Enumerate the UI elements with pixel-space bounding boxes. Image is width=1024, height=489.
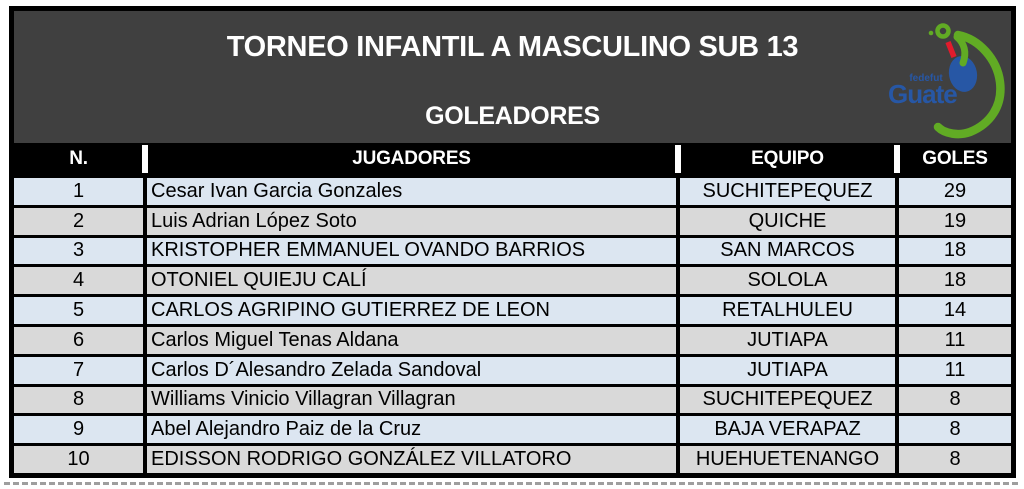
fedefut-guate-logo: fedefut Guate: [887, 14, 1009, 144]
goals-cell: 29: [899, 178, 1011, 205]
rank-cell: 10: [14, 446, 143, 473]
rank-cell: 9: [14, 416, 143, 444]
goals-cell: 18: [899, 237, 1011, 265]
team-cell: RETALHULEU: [680, 297, 895, 324]
team-cell: JUTIAPA: [680, 326, 895, 354]
rank-cell: 4: [14, 267, 143, 295]
goals-cell: 11: [899, 356, 1011, 384]
player-cell: Abel Alejandro Paiz de la Cruz: [147, 416, 676, 444]
logo-head-ring: [935, 23, 951, 39]
logo-dot: [928, 30, 934, 36]
team-cell: BAJA VERAPAZ: [680, 416, 895, 444]
player-cell: EDISSON RODRIGO GONZÁLEZ VILLATORO: [147, 446, 676, 473]
table-subtitle: GOLEADORES: [425, 102, 600, 130]
team-cell: HUEHUETENANGO: [680, 446, 895, 473]
rank-cell: 8: [14, 386, 143, 414]
column-header-n: N.: [14, 143, 143, 175]
goals-cell: 11: [899, 326, 1011, 354]
logo-swoosh-arc: [933, 30, 1005, 139]
goals-cell: 8: [899, 386, 1011, 414]
player-cell: OTONIEL QUIEJU CALÍ: [147, 267, 676, 295]
goals-cell: 18: [899, 267, 1011, 295]
rank-cell: 2: [14, 207, 143, 235]
column-header-players: JUGADORES: [142, 143, 676, 175]
rank-cell: 5: [14, 297, 143, 324]
player-cell: KRISTOPHER EMMANUEL OVANDO BARRIOS: [147, 237, 676, 265]
goals-cell: 8: [899, 416, 1011, 444]
rank-cell: 6: [14, 326, 143, 354]
player-cell: Carlos Miguel Tenas Aldana: [147, 326, 676, 354]
player-cell: Cesar Ivan Garcia Gonzales: [147, 178, 676, 205]
column-header-goals: GOLES: [894, 143, 1011, 175]
rank-cell: 7: [14, 356, 143, 384]
team-cell: SUCHITEPEQUEZ: [680, 386, 895, 414]
goals-cell: 8: [899, 446, 1011, 473]
player-cell: Williams Vinicio Villagran Villagran: [147, 386, 676, 414]
player-cell: CARLOS AGRIPINO GUTIERREZ DE LEON: [147, 297, 676, 324]
logo-text-guate: Guate: [888, 79, 957, 109]
rank-cell: 3: [14, 237, 143, 265]
team-cell: QUICHE: [680, 207, 895, 235]
goals-cell: 14: [899, 297, 1011, 324]
title-banner: TORNEO INFANTIL A MASCULINO SUB 13 GOLEA…: [14, 11, 1011, 143]
logo-red-mark: [945, 40, 957, 59]
logo-arm-stroke: [953, 33, 969, 67]
logo-text-fedefut: fedefut: [909, 73, 943, 84]
team-cell: JUTIAPA: [680, 356, 895, 384]
goals-cell: 19: [899, 207, 1011, 235]
player-cell: Luis Adrian López Soto: [147, 207, 676, 235]
page-break-dashes: [4, 482, 1018, 485]
rank-cell: 1: [14, 178, 143, 205]
tournament-title: TORNEO INFANTIL A MASCULINO SUB 13: [226, 31, 799, 63]
goleadores-sheet: TORNEO INFANTIL A MASCULINO SUB 13 GOLEA…: [9, 6, 1016, 478]
team-cell: SUCHITEPEQUEZ: [680, 178, 895, 205]
column-header-team: EQUIPO: [675, 143, 895, 175]
team-cell: SAN MARCOS: [680, 237, 895, 265]
logo-ball-shape: [948, 56, 978, 92]
player-cell: Carlos D´Alesandro Zelada Sandoval: [147, 356, 676, 384]
team-cell: SOLOLA: [680, 267, 895, 295]
scorers-table: N. JUGADORES EQUIPO GOLES 1 Cesar Ivan G…: [14, 143, 1011, 473]
